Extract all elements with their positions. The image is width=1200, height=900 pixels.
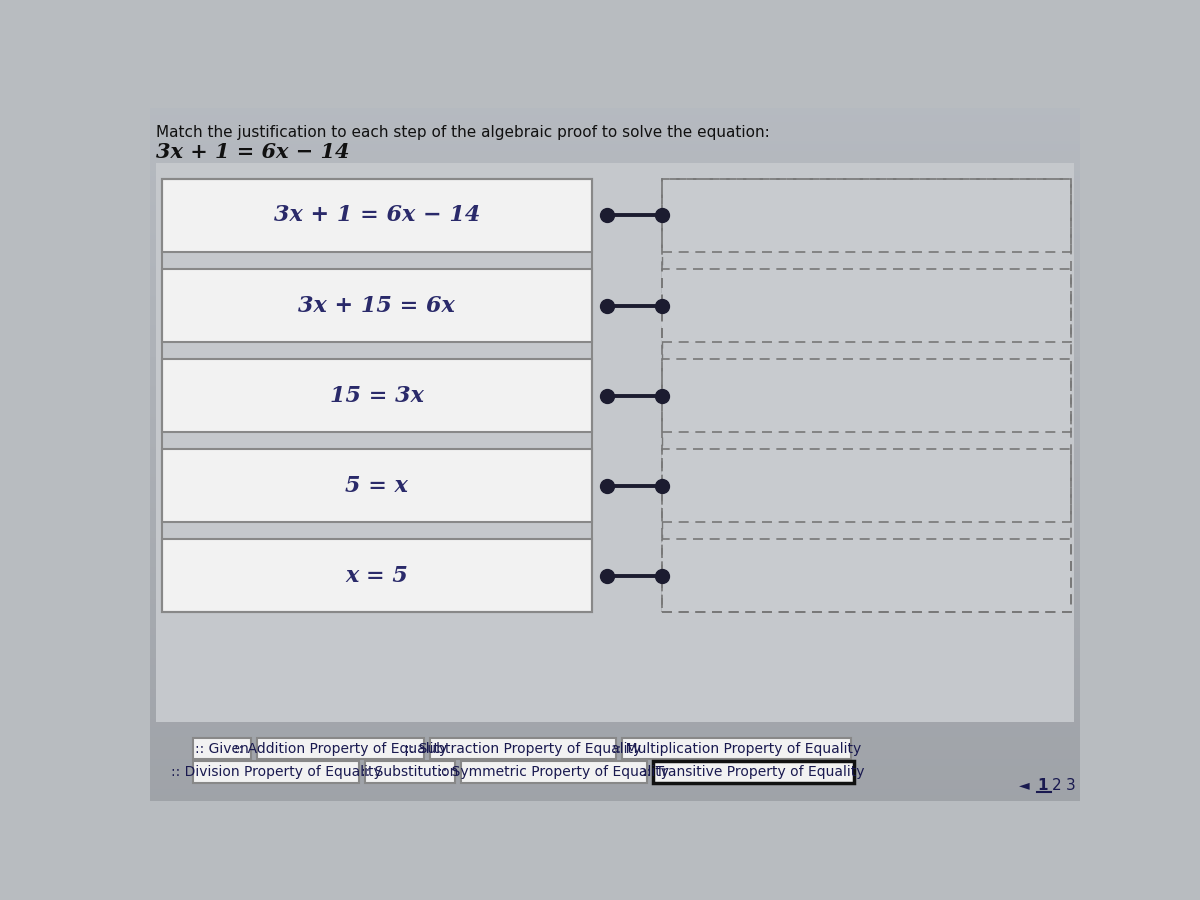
Text: :: Addition Property of Equality: :: Addition Property of Equality — [234, 742, 446, 756]
Bar — [661, 449, 1070, 522]
Bar — [661, 539, 1070, 612]
Text: :: Substitution: :: Substitution — [361, 765, 458, 778]
Bar — [661, 269, 1070, 342]
Bar — [193, 738, 251, 760]
Bar — [366, 761, 455, 782]
Text: :: Division Property of Equality: :: Division Property of Equality — [170, 765, 382, 778]
Bar — [461, 761, 647, 782]
Text: 15 = 3x: 15 = 3x — [330, 384, 424, 407]
Text: 3x + 1 = 6x − 14: 3x + 1 = 6x − 14 — [156, 142, 349, 162]
Bar — [162, 449, 592, 522]
Text: :: Symmetric Property of Equality: :: Symmetric Property of Equality — [438, 765, 670, 778]
Text: 3x + 15 = 6x: 3x + 15 = 6x — [299, 294, 455, 317]
Text: 2: 2 — [1052, 778, 1062, 793]
Bar — [653, 761, 854, 782]
Bar — [156, 164, 1074, 723]
Bar — [162, 269, 592, 342]
Bar — [661, 179, 1070, 252]
Text: Match the justification to each step of the algebraic proof to solve the equatio: Match the justification to each step of … — [156, 125, 770, 140]
Bar — [162, 179, 592, 252]
Bar — [622, 738, 851, 760]
Text: 3: 3 — [1066, 778, 1075, 793]
Bar — [661, 359, 1070, 432]
Bar — [661, 179, 1070, 612]
Bar — [193, 761, 359, 782]
Bar — [162, 539, 592, 612]
Text: :: Given: :: Given — [194, 742, 248, 756]
Text: :: Multiplication Property of Equality: :: Multiplication Property of Equality — [612, 742, 860, 756]
Text: 3x + 1 = 6x − 14: 3x + 1 = 6x − 14 — [274, 204, 480, 227]
Bar — [162, 359, 592, 432]
Text: :: Transitive Property of Equality: :: Transitive Property of Equality — [642, 765, 865, 778]
Bar — [257, 738, 424, 760]
Text: :: Subtraction Property of Equality: :: Subtraction Property of Equality — [404, 742, 641, 756]
Bar — [162, 179, 592, 612]
Text: 1: 1 — [1038, 778, 1048, 793]
Text: 5 = x: 5 = x — [346, 474, 408, 497]
Bar — [430, 738, 616, 760]
Text: x = 5: x = 5 — [346, 565, 408, 587]
Text: ◄: ◄ — [1019, 778, 1030, 793]
